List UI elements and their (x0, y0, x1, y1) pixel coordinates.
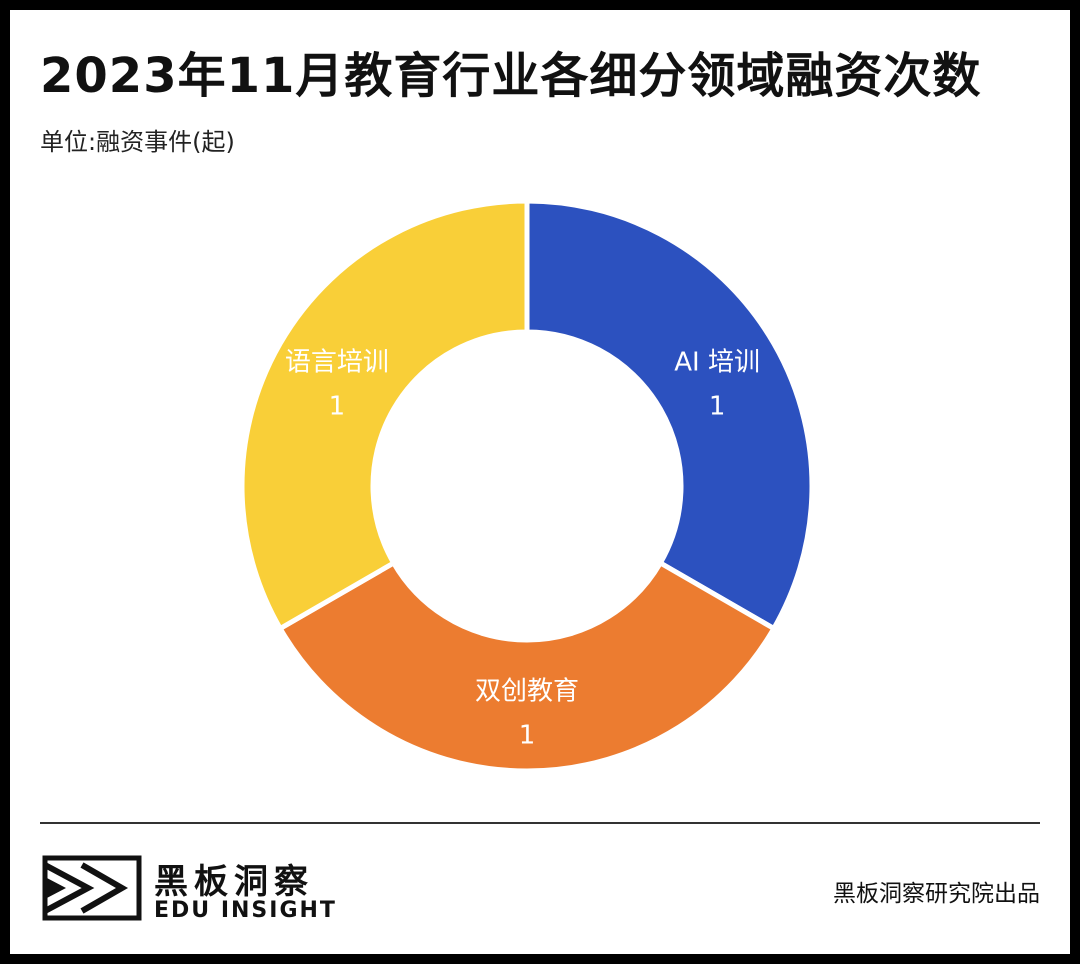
slice-category-label: 双创教育 (475, 677, 579, 707)
slice-value-label: 1 (709, 391, 726, 421)
unit-label: 单位:融资事件(起) (40, 128, 235, 156)
footer-divider (40, 822, 1040, 824)
chart-card: 2023年11月教育行业各细分领域融资次数 单位:融资事件(起) AI 培训 1 双… (10, 10, 1070, 954)
slice-category-label: 语言培训 (285, 347, 389, 377)
brand-logo-icon (42, 855, 142, 921)
slice-category-label: AI 培训 (674, 347, 760, 377)
chart-title: 2023年11月教育行业各细分领域融资次数 (40, 48, 982, 104)
slice-value-label: 1 (329, 391, 346, 421)
donut-slice (239, 198, 530, 632)
donut-slice (524, 198, 815, 632)
credit-text: 黑板洞察研究院出品 (833, 881, 1040, 907)
brand-name-cn: 黑板洞察 (154, 862, 314, 902)
donut-slice (276, 559, 778, 774)
brand-name-en: EDU INSIGHT (154, 898, 337, 923)
slice-value-label: 1 (519, 721, 536, 751)
donut-chart: AI 培训 1 双创教育 1 语言培训 1 (239, 198, 815, 774)
